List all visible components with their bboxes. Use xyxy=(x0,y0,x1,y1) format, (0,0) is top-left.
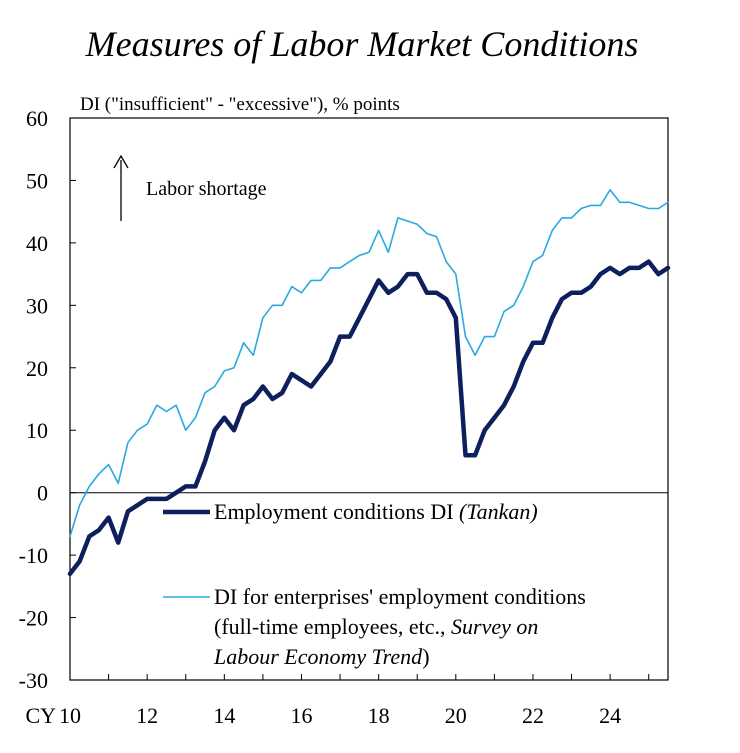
y-tick-label: 40 xyxy=(26,231,48,256)
y-tick-label: 50 xyxy=(26,168,48,193)
legend: Employment conditions DI (Tankan) DI for… xyxy=(163,499,586,669)
x-axis-prefix: CY xyxy=(25,703,56,728)
y-tick-label: 10 xyxy=(26,418,48,443)
x-tick-label: 12 xyxy=(136,703,158,728)
x-tick-label: 20 xyxy=(445,703,467,728)
legend-label-tankan: Employment conditions DI (Tankan) xyxy=(214,499,538,524)
x-tick-label: 14 xyxy=(213,703,235,728)
plot-frame xyxy=(69,117,669,681)
x-axis: 10 12 14 16 18 20 22 24 CY xyxy=(25,674,650,728)
legend-label-survey-line1: DI for enterprises' employment condition… xyxy=(214,584,586,609)
y-tick-label: -30 xyxy=(19,668,48,693)
series-line-survey xyxy=(69,189,669,538)
y-axis-unit-label: DI ("insufficient" - "excessive"), % poi… xyxy=(80,94,400,115)
legend-label-survey-line3: Labour Economy Trend) xyxy=(213,644,430,669)
arrow-head-icon xyxy=(113,154,129,169)
series-layer xyxy=(67,189,671,577)
x-tick-label: 24 xyxy=(599,703,621,728)
labor-shortage-label: Labor shortage xyxy=(146,178,267,200)
y-tick-label: 0 xyxy=(37,481,48,506)
y-axis: 60 50 40 30 20 10 0 -10 -20 -30 xyxy=(19,106,76,693)
x-tick-label: 22 xyxy=(522,703,544,728)
y-tick-label: 30 xyxy=(26,293,48,318)
y-tick-label: -20 xyxy=(19,606,48,631)
y-tick-label: -10 xyxy=(19,543,48,568)
legend-label-survey-line2: (full-time employees, etc., Survey on xyxy=(214,614,538,639)
x-tick-label: 10 xyxy=(59,703,81,728)
labor-shortage-annotation: Labor shortage xyxy=(113,154,267,221)
y-tick-label: 60 xyxy=(26,106,48,131)
x-tick-label: 16 xyxy=(290,703,312,728)
x-tick-label: 18 xyxy=(368,703,390,728)
chart-title: Measures of Labor Market Conditions xyxy=(85,24,639,64)
series-line-tankan xyxy=(67,259,671,577)
y-tick-label: 20 xyxy=(26,356,48,381)
